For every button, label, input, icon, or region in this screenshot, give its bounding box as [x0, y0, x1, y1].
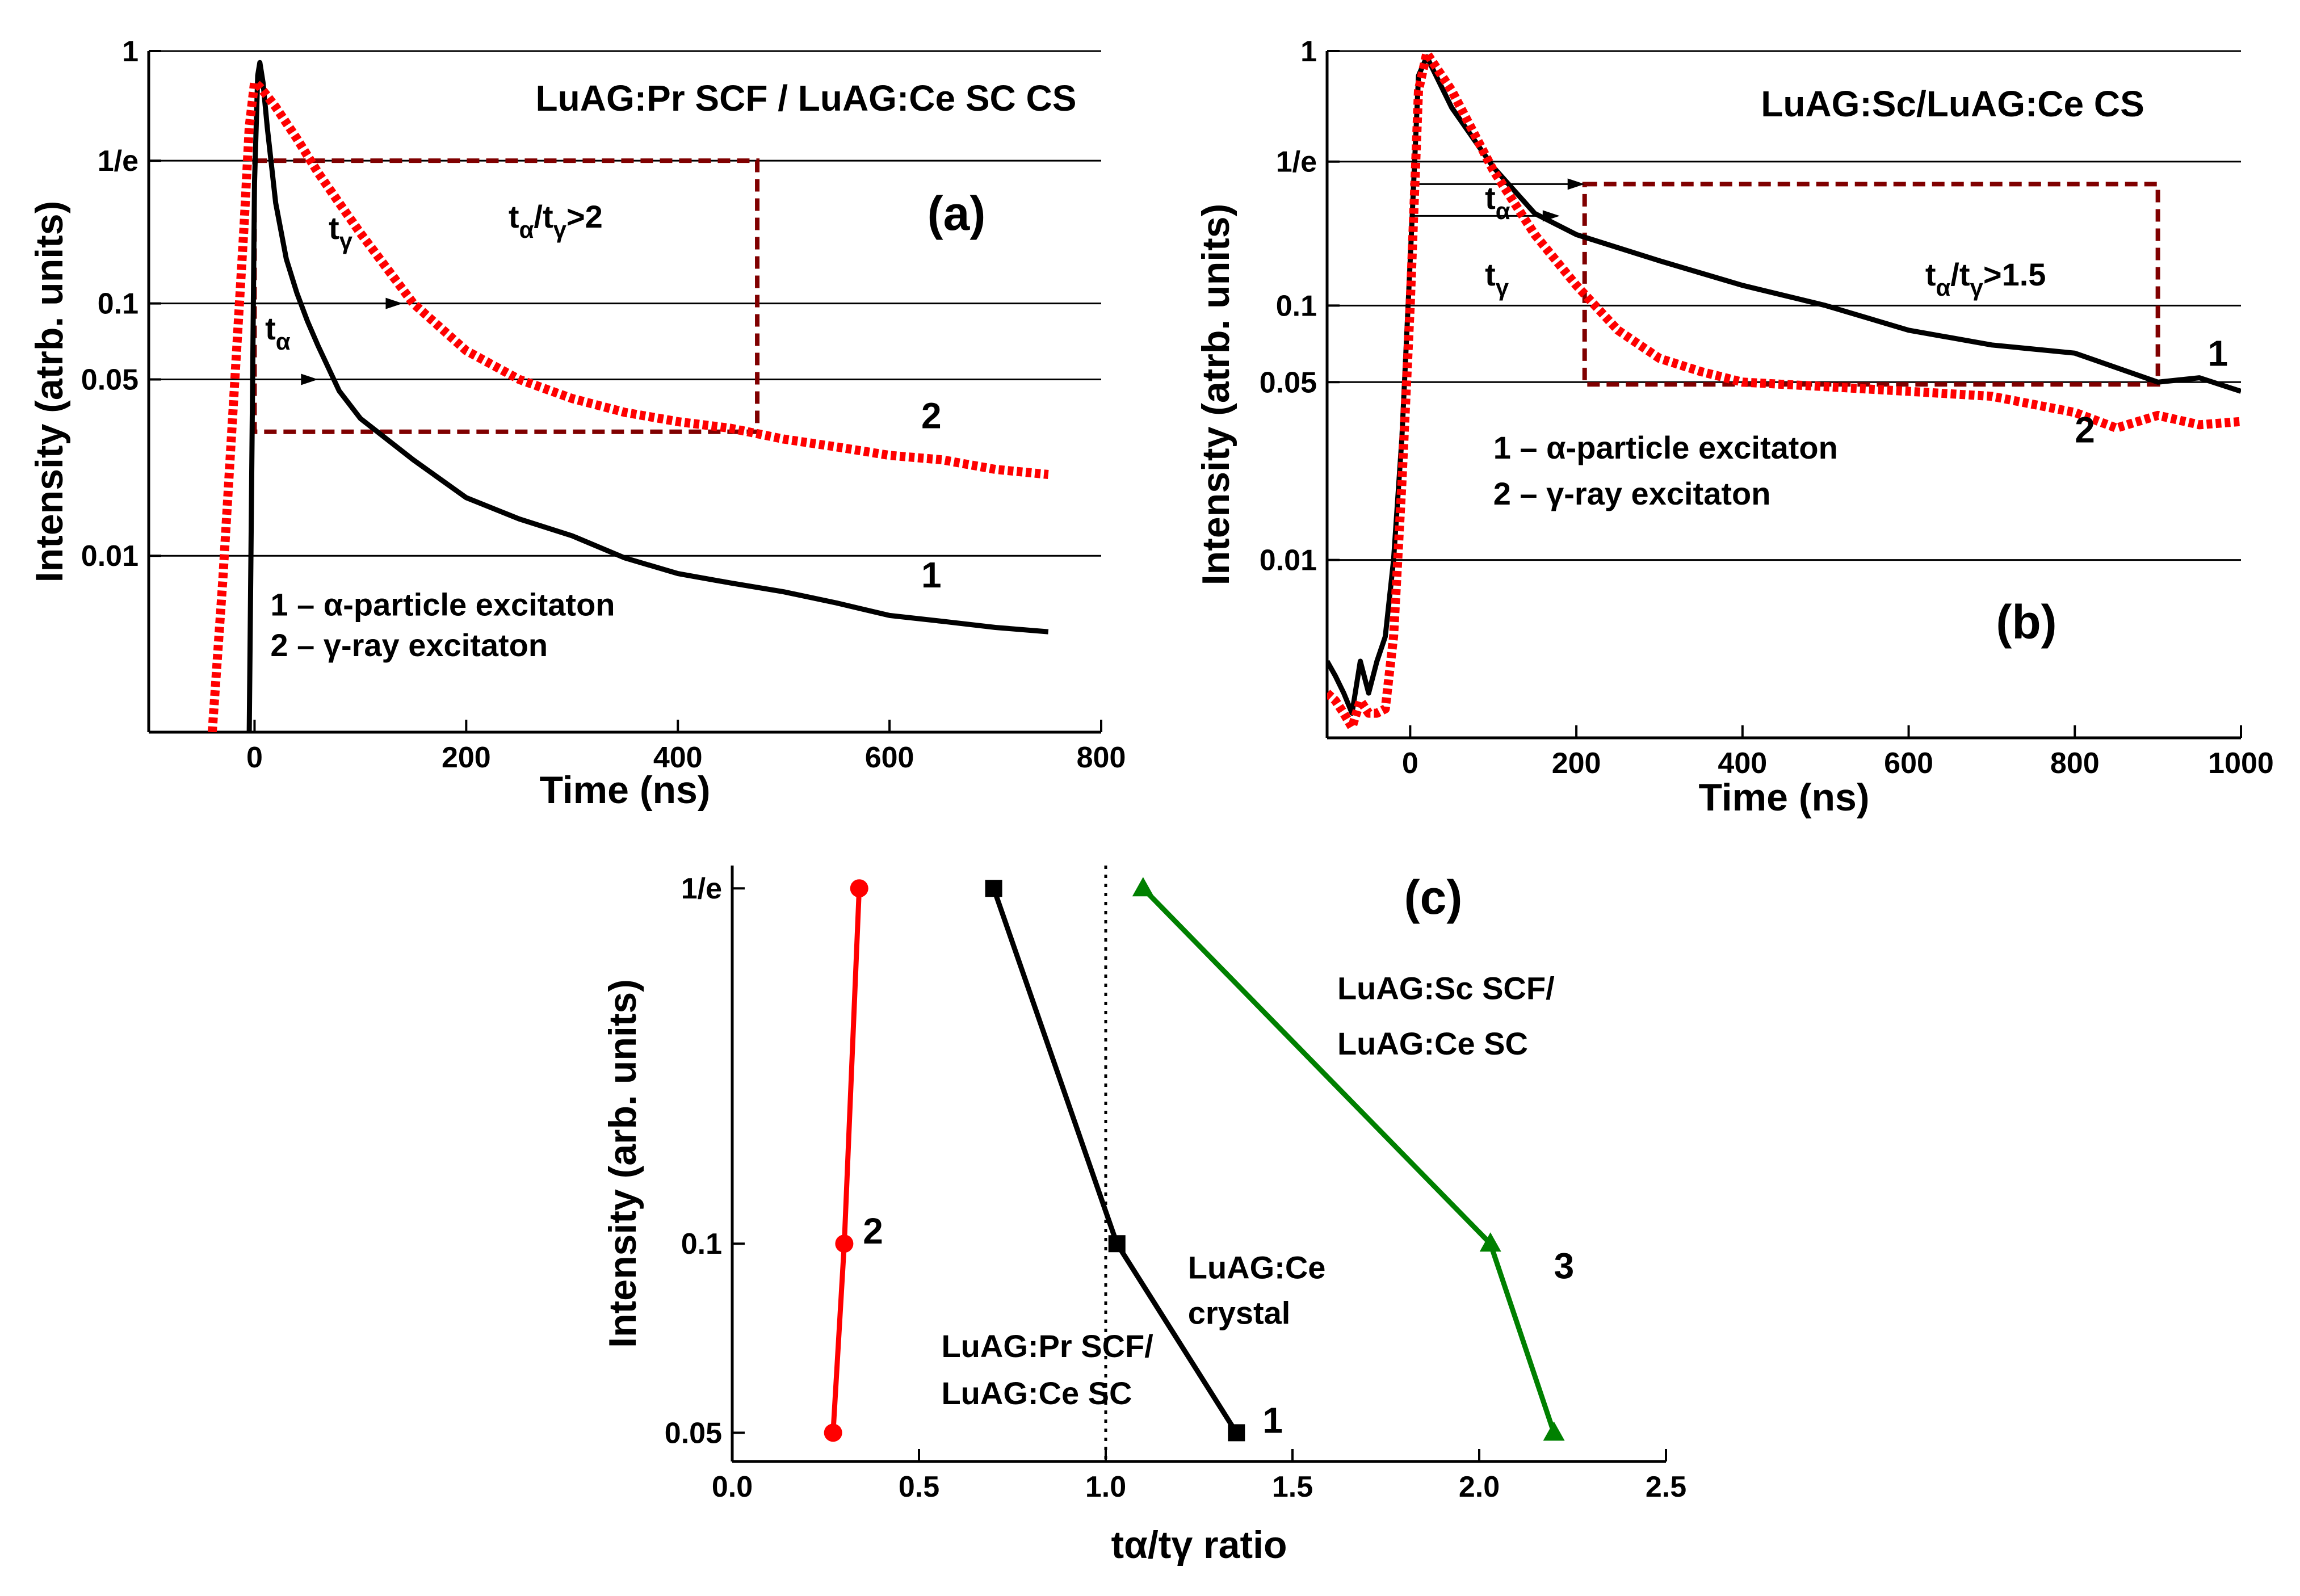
- y-tick-label: 0.05: [81, 363, 138, 396]
- series-line-1: [1327, 54, 2241, 716]
- data-point-series-3: [1543, 1421, 1565, 1441]
- x-tick-label: 600: [1884, 747, 1933, 780]
- annotation: 2 – γ-ray excitaton: [1493, 476, 1771, 511]
- arrow-head: [1567, 178, 1585, 190]
- annotation: tα: [1485, 180, 1510, 224]
- data-point-series-3: [1479, 1232, 1501, 1252]
- series-label: 1: [2207, 333, 2228, 373]
- data-point-series-1: [1228, 1424, 1245, 1442]
- data-point-series-2: [850, 879, 868, 898]
- x-axis-title: tα/tγ ratio: [1111, 1523, 1287, 1566]
- annotation: 2 – γ-ray excitaton: [270, 627, 548, 663]
- data-point-series-1: [985, 880, 1002, 897]
- annotation: tγ: [1485, 257, 1509, 301]
- series-label: 2: [921, 396, 942, 436]
- chart-title: LuAG:Pr SCF / LuAG:Ce SC CS: [536, 78, 1077, 119]
- x-tick-label: 0: [1402, 747, 1418, 780]
- chart-panel-c: 0.0 0.5 1.0 1.5 2.0 2.5 1/e 0.1 0.05 tα/tγ ratio I…: [601, 866, 1686, 1566]
- x-tick-label: 2.0: [1459, 1471, 1500, 1503]
- chart-panel-b: 0 200 400 600 800 1000 1 1/e 0.1 0.05 0.01 Time (ns…: [1194, 35, 2274, 819]
- y-tick-label: 1: [122, 35, 138, 68]
- chart-title: LuAG:Sc/LuAG:Ce CS: [1761, 83, 2144, 124]
- x-tick-label: 1.0: [1085, 1471, 1126, 1503]
- y-tick-label: 0.1: [681, 1228, 722, 1261]
- annotation: tγ: [329, 210, 353, 254]
- x-tick-label: 400: [653, 741, 703, 774]
- x-tick-label: 0.0: [712, 1471, 753, 1503]
- x-tick-label: 0.5: [899, 1471, 939, 1503]
- x-tick-label: 2.5: [1646, 1471, 1686, 1503]
- annotation: crystal: [1188, 1295, 1291, 1331]
- y-tick-label: 1/e: [1276, 146, 1317, 179]
- data-point-series-2: [835, 1234, 854, 1253]
- y-tick-label: 0.01: [81, 540, 138, 573]
- series-label: 1: [921, 555, 942, 595]
- data-point-series-2: [824, 1423, 842, 1442]
- x-tick-label: 1000: [2208, 747, 2274, 780]
- data-point-series-1: [1108, 1235, 1126, 1253]
- x-tick-label: 0: [246, 741, 263, 774]
- series-label: 2: [2075, 409, 2095, 450]
- annotation: LuAG:Ce SC: [941, 1375, 1132, 1411]
- y-tick-label: 0.01: [1260, 544, 1317, 577]
- annotation: LuAG:Ce: [1188, 1250, 1326, 1286]
- annotation: 1 – α-particle excitaton: [1493, 430, 1838, 465]
- y-tick-label: 1: [1300, 35, 1317, 68]
- arrow-head: [301, 373, 318, 385]
- series-line-1: [246, 60, 1049, 732]
- x-tick-label: 1.5: [1272, 1471, 1313, 1503]
- x-axis-title: Time (ns): [539, 768, 710, 812]
- x-tick-label: 600: [865, 741, 914, 774]
- series-label: 1: [1262, 1400, 1283, 1440]
- series-label: 2: [863, 1211, 883, 1251]
- y-tick-label: 1/e: [681, 872, 722, 905]
- x-tick-label: 200: [442, 741, 491, 774]
- annotation: LuAG:Pr SCF/: [941, 1328, 1153, 1364]
- panel-label: (a): [927, 187, 986, 240]
- x-tick-label: 400: [1718, 747, 1767, 780]
- y-axis-title: Intensity (arb. units): [601, 979, 644, 1348]
- series-line-2: [830, 888, 862, 1433]
- y-tick-label: 0.1: [1276, 289, 1317, 322]
- arrow-head: [385, 297, 403, 309]
- y-tick-label: 0.1: [98, 288, 138, 321]
- y-tick-label: 1/e: [98, 145, 138, 178]
- y-axis-title: Intensity (atrb. units): [1194, 204, 1237, 585]
- x-tick-label: 800: [1077, 741, 1126, 774]
- annotation: LuAG:Ce SC: [1337, 1026, 1528, 1061]
- annotation: tα/tγ>2: [509, 199, 603, 243]
- x-tick-label: 200: [1552, 747, 1601, 780]
- y-tick-label: 0.05: [1260, 366, 1317, 399]
- series-label: 3: [1554, 1246, 1575, 1287]
- data-point-series-3: [1132, 877, 1154, 897]
- chart-panel-a: 0 200 400 600 800 1 1/e 0.1 0.05 0.01 Time (ns) Int…: [28, 35, 1126, 812]
- series-line-2: [1327, 51, 2241, 732]
- series-line-2: [207, 78, 1049, 732]
- x-tick-label: 800: [2050, 747, 2100, 780]
- annotation: 1 – α-particle excitaton: [270, 586, 615, 622]
- annotation: tα/tγ>1.5: [1925, 257, 2046, 301]
- y-axis-title: Intensity (atrb. units): [28, 201, 71, 582]
- annotation: LuAG:Sc SCF/: [1337, 971, 1555, 1006]
- y-tick-label: 0.05: [665, 1417, 722, 1450]
- panel-label: (c): [1404, 871, 1463, 924]
- panel-label: (b): [1996, 595, 2056, 649]
- x-axis-title: Time (ns): [1698, 776, 1869, 819]
- dashed-region-box: [252, 158, 760, 434]
- annotation: tα: [265, 310, 291, 355]
